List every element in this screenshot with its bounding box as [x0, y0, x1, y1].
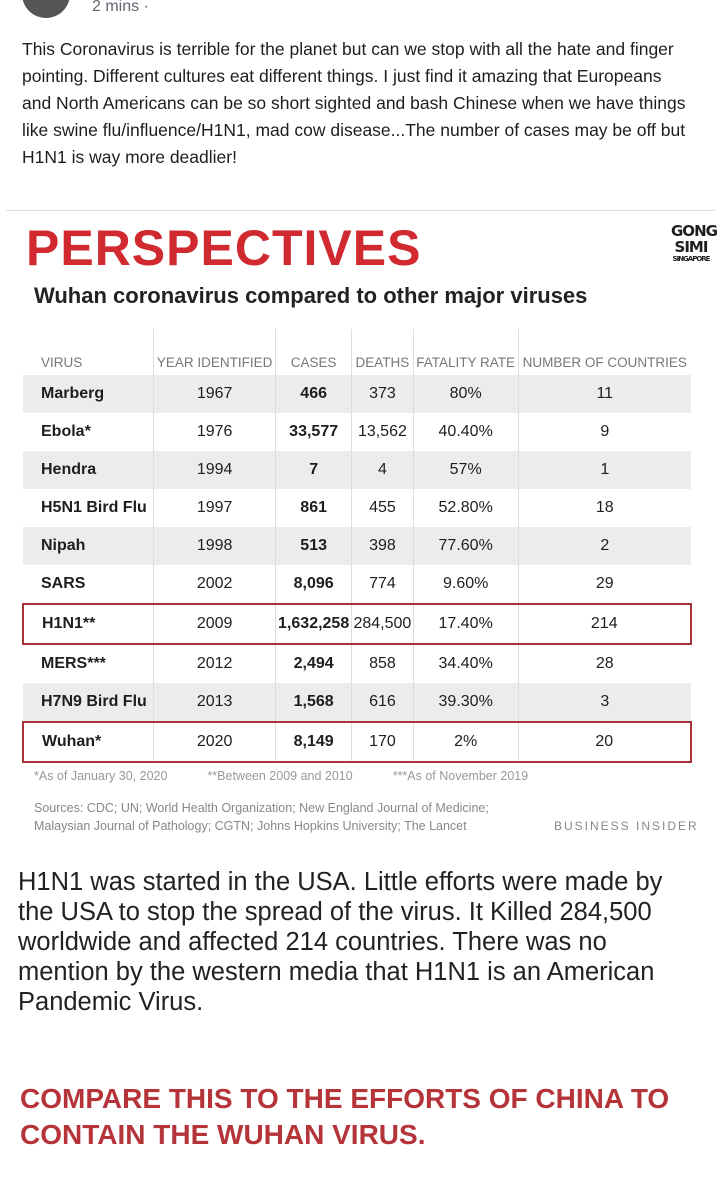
table-cell: 466 — [275, 375, 352, 413]
column-header: VIRUS — [41, 355, 83, 370]
table-cell: 29 — [517, 565, 691, 604]
table-cell: 20 — [517, 721, 692, 763]
table-cell: 373 — [351, 375, 414, 413]
post-image[interactable]: PERSPECTIVES GONG SIMI SINGAPORE Wuhan cor… — [6, 210, 718, 1201]
table-cell: 1998 — [152, 527, 276, 565]
table-row: Marberg 1967 466 373 80% 11 — [23, 375, 691, 413]
table-cell: 18 — [517, 489, 691, 527]
table-cell: H1N1** — [21, 603, 154, 645]
table-cell: H7N9 Bird Flu — [23, 683, 154, 722]
logo-text: SINGAPORE — [672, 255, 711, 263]
table-row: H5N1 Bird Flu 1997 861 455 52.80% 18 — [23, 489, 691, 527]
column-header: FATALITY RATE — [412, 329, 519, 375]
logo: GONG SIMI SINGAPORE — [671, 222, 718, 264]
table-cell: 455 — [351, 489, 414, 527]
footnote: **Between 2009 and 2010 — [207, 769, 353, 783]
column-header: YEAR IDENTIFIED — [152, 329, 276, 375]
table-cell: 1994 — [152, 451, 276, 489]
callout: COMPARE THIS TO THE EFFORTS OF CHINA TO … — [20, 1083, 670, 1150]
post-text: This Coronavirus is terrible for the pla… — [22, 39, 686, 167]
footnote: ***As of November 2019 — [392, 769, 529, 783]
table-cell: 2012 — [152, 644, 276, 683]
footnote: *As of January 30, 2020 — [34, 769, 168, 783]
table-row: Wuhan* 2020 8,149 170 2% 20 — [21, 721, 692, 763]
table-row: SARS 2002 8,096 774 9.60% 29 — [23, 565, 691, 604]
table-cell: 214 — [517, 603, 692, 645]
table-cell: 398 — [351, 527, 414, 565]
table-cell: Hendra — [23, 451, 154, 489]
image-subtitle: Wuhan coronavirus compared to other majo… — [34, 283, 588, 308]
table-cell: 616 — [351, 683, 414, 722]
table-row: MERS*** 2012 2,494 858 34.40% 28 — [23, 644, 691, 683]
table-cell: 1 — [517, 451, 691, 489]
table-cell: 57% — [412, 451, 519, 489]
table-cell: Marberg — [23, 375, 154, 413]
table-cell: Wuhan* — [21, 721, 154, 763]
table-cell: 2013 — [152, 683, 276, 722]
footnotes: *As of January 30, 2020 **Between 2009 an… — [34, 769, 568, 783]
logo-text: GONG — [671, 222, 718, 240]
table-row: H7N9 Bird Flu 2013 1,568 616 39.30% 3 — [23, 683, 691, 722]
image-title: PERSPECTIVES — [26, 220, 422, 276]
table-cell: 858 — [351, 644, 414, 683]
table-cell: 9.60% — [412, 565, 519, 604]
credit: BUSINESS INSIDER — [554, 819, 699, 833]
table-cell: 13,562 — [351, 413, 414, 451]
table-cell: 7 — [275, 451, 352, 489]
table-cell: Ebola* — [41, 423, 91, 440]
avatar[interactable] — [22, 0, 70, 18]
table-cell: 4 — [351, 451, 414, 489]
table-cell: Nipah — [23, 527, 154, 565]
table-cell: 1976 — [152, 413, 276, 451]
table-cell: 2009 — [152, 603, 276, 645]
table-cell: MERS*** — [41, 655, 106, 672]
table-cell: 2020 — [152, 721, 276, 763]
table-cell: 11 — [517, 375, 691, 413]
table-cell: H5N1 Bird Flu — [41, 499, 147, 516]
sources: Sources: CDC; UN; World Health Organizat… — [34, 801, 489, 833]
column-header: NUMBER OF COUNTRIES — [517, 329, 691, 375]
table-cell: 774 — [351, 565, 414, 604]
table-cell: 39.30% — [412, 683, 519, 722]
table-cell: 77.60% — [412, 527, 519, 565]
table-cell: 1967 — [152, 375, 276, 413]
table-cell: 2% — [412, 721, 519, 763]
table-cell: 1,632,258 — [275, 603, 352, 645]
table-cell: 3 — [517, 683, 691, 722]
table-cell: 28 — [517, 644, 691, 683]
caption: H1N1 was started in the USA. Little effo… — [18, 868, 663, 1016]
table-cell: 1997 — [152, 489, 276, 527]
table-cell: 1,568 — [275, 683, 352, 722]
table-cell: 8,149 — [275, 721, 352, 763]
table-cell: 34.40% — [412, 644, 519, 683]
table-cell: 9 — [517, 413, 691, 451]
column-header: DEATHS — [351, 329, 414, 375]
table-cell: 2,494 — [275, 644, 352, 683]
table-cell: 170 — [351, 721, 414, 763]
table-cell: SARS — [41, 575, 86, 592]
column-header: CASES — [275, 329, 352, 375]
table-cell: 33,577 — [275, 413, 352, 451]
post-time[interactable]: 2 mins · — [92, 0, 149, 15]
table-row: Hendra 1994 7 4 57% 1 — [23, 451, 691, 489]
table-cell: 52.80% — [412, 489, 519, 527]
table-cell: 861 — [275, 489, 352, 527]
table-row: Nipah 1998 513 398 77.60% 2 — [23, 527, 691, 565]
table-cell: 2002 — [152, 565, 276, 604]
table-cell: 17.40% — [412, 603, 519, 645]
table-cell: 8,096 — [275, 565, 352, 604]
table-cell: 40.40% — [412, 413, 519, 451]
table-row: Ebola* 1976 33,577 13,562 40.40% 9 — [23, 413, 691, 451]
logo-text: SIMI — [674, 238, 709, 256]
table-row: H1N1** 2009 1,632,258 284,500 17.40% 214 — [21, 603, 692, 645]
virus-table: VIRUS YEAR IDENTIFIED CASES DEATHS FATALITY … — [21, 329, 692, 763]
table-cell: 2 — [517, 527, 691, 565]
table-cell: 284,500 — [351, 603, 414, 645]
table-cell: 80% — [412, 375, 519, 413]
table-cell: 513 — [275, 527, 352, 565]
